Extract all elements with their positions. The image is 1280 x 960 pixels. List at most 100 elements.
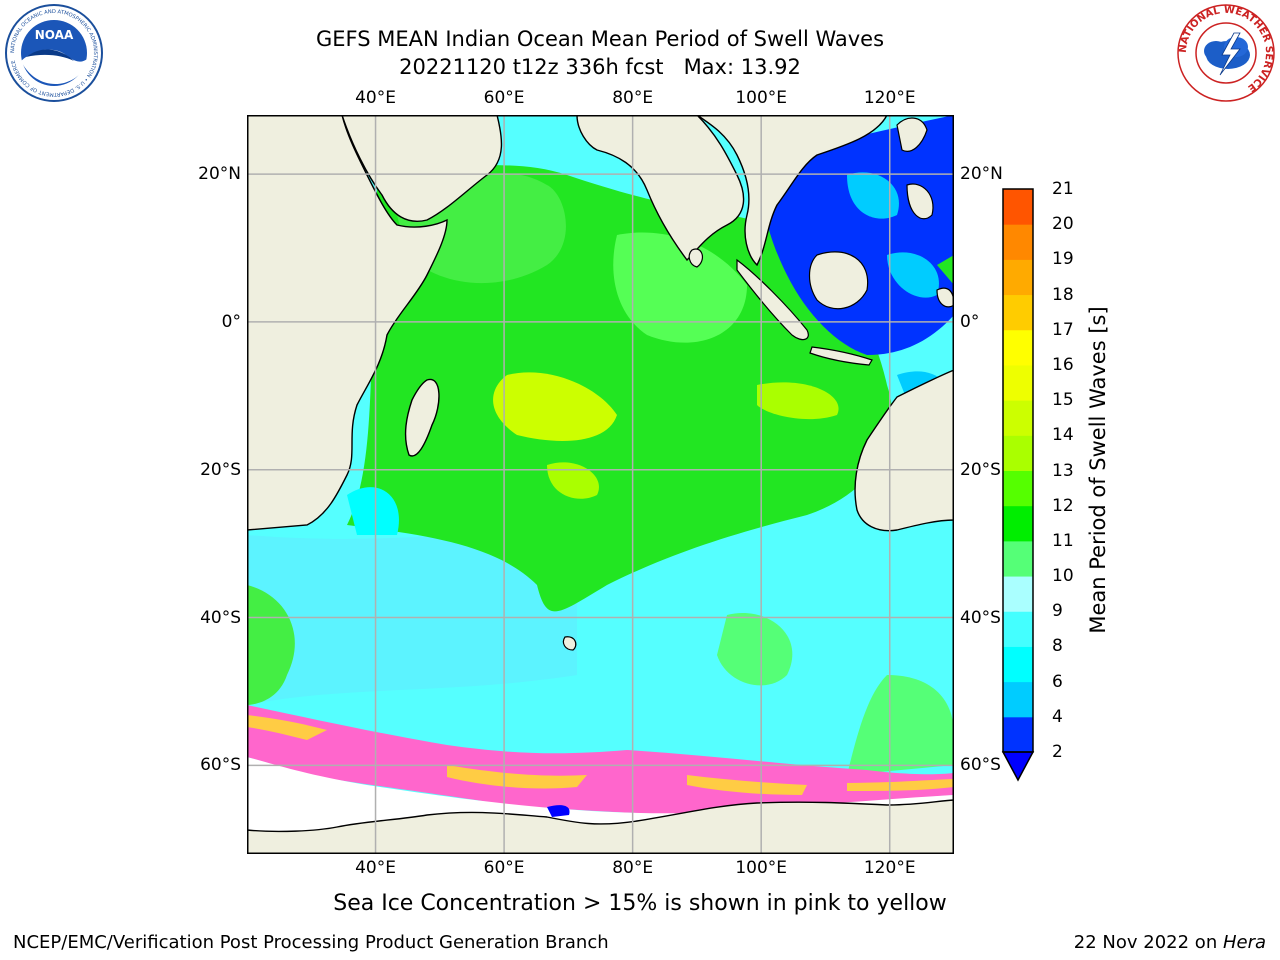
colorbar-segment [1003, 224, 1033, 260]
lon-tick-label: 60°E [483, 88, 525, 108]
colorbar-tick-label: 19 [1052, 249, 1074, 270]
map-gridlines [247, 115, 954, 854]
land-island [906, 183, 934, 220]
ocean-swell-region [347, 487, 399, 535]
lat-tick-label: 20°S [960, 459, 1001, 480]
colorbar-tick-label: 9 [1052, 601, 1063, 622]
colorbar-tick-label: 15 [1052, 390, 1074, 411]
sea-ice-margin [847, 779, 954, 791]
colorbar-tick-label: 12 [1052, 495, 1074, 516]
colorbar-segment [1003, 540, 1033, 577]
land-antarctica [247, 799, 954, 854]
colorbar-frame [1002, 188, 1034, 753]
land-sumatra [736, 258, 809, 341]
colorbar-tick-label: 16 [1052, 354, 1074, 375]
lat-tick-label: 60°S [200, 755, 241, 776]
colorbar-segment [1003, 681, 1033, 718]
lat-tick-label: 60°S [960, 755, 1001, 776]
colorbar-tick-label: 14 [1052, 425, 1074, 446]
colorbar-under-arrow [1001, 751, 1035, 782]
colorbar-tick-label: 21 [1052, 179, 1074, 199]
land-borneo [808, 251, 869, 310]
colorbar-segment [1003, 470, 1033, 507]
lon-tick-label: 80°E [612, 88, 654, 108]
colorbar-tick-label: 6 [1052, 671, 1063, 692]
colorbar-segment [1003, 189, 1033, 225]
lon-tick-label: 60°E [483, 858, 525, 878]
map-title: GEFS MEAN Indian Ocean Mean Period of Sw… [315, 27, 885, 51]
lon-tick-label: 120°E [863, 88, 916, 108]
colorbar-segment [1003, 364, 1033, 401]
sea-ice-feature [547, 805, 570, 817]
land-madagascar [404, 378, 440, 457]
map-panel [247, 115, 954, 854]
colorbar-label: Mean Period of Swell Waves [s] [1086, 306, 1110, 634]
lon-tick-label: 40°E [355, 858, 396, 878]
colorbar-tick-label: 11 [1052, 530, 1074, 551]
colorbar-segment [1003, 259, 1033, 296]
colorbar-segment [1003, 400, 1033, 436]
colorbar-tick-label: 20 [1052, 214, 1074, 235]
ocean-swell-region [887, 252, 939, 298]
land-island [936, 287, 954, 308]
colorbar-segment [1003, 646, 1033, 683]
lon-tick-label: 100°E [735, 858, 788, 878]
ocean-swell-region [937, 255, 954, 285]
ocean-swell-region [847, 172, 899, 219]
footer-date-text: 22 Nov 2022 on [1073, 932, 1223, 953]
map-frame [247, 115, 954, 854]
lon-tick-label: 40°E [355, 88, 396, 108]
ocean-swell-region [547, 462, 599, 499]
sea-ice-caption: Sea Ice Concentration > 15% is shown in … [333, 891, 947, 916]
sea-ice-margin [247, 715, 327, 740]
nws-logo: NATIONAL WEATHER SERVICE [1177, 4, 1275, 102]
ocean-swell-region [847, 675, 954, 775]
land-kerguelen [562, 636, 577, 651]
lat-tick-label: 20°N [198, 164, 241, 185]
land-arabia [341, 115, 503, 222]
lat-tick-label: 40°S [960, 607, 1001, 628]
lat-tick-label: 40°S [200, 607, 241, 628]
sea-ice-margin [687, 775, 807, 795]
colorbar-segment [1003, 576, 1033, 612]
footer-host: Hera [1222, 932, 1266, 953]
lon-tick-label: 100°E [735, 88, 788, 108]
footer-date: 22 Nov 2022 on Hera [1074, 932, 1266, 954]
colorbar-segment [1003, 294, 1033, 331]
colorbar-segment [1003, 716, 1033, 753]
ocean-swell-region [493, 372, 617, 441]
colorbar-tick-label: 13 [1052, 460, 1074, 481]
ocean-swell-region [613, 232, 747, 343]
colorbar-segment [1003, 505, 1033, 542]
lat-tick-label: 0° [221, 311, 241, 332]
footer-credit: NCEP/EMC/Verification Post Processing Pr… [13, 932, 609, 953]
colorbar-segment [1003, 611, 1033, 647]
colorbar-tick-label: 4 [1052, 706, 1063, 727]
lon-tick-label: 80°E [612, 858, 654, 878]
lat-tick-label: 20°S [200, 459, 241, 480]
colorbar-tick-label: 10 [1052, 566, 1074, 587]
svg-text:NOAA: NOAA [35, 28, 74, 42]
ocean-swell-region [763, 115, 954, 355]
colorbar-segment [1003, 435, 1033, 471]
colorbar-tick-label: 18 [1052, 284, 1074, 305]
ocean-swell-region [757, 382, 839, 420]
colorbar-tick-label: 17 [1052, 319, 1074, 340]
colorbar-tick-label: 2 [1052, 742, 1063, 762]
colorbar-segment [1003, 329, 1033, 366]
noaa-logo: NOAA NATIONAL OCEANIC AND ATMOSPHERIC AD… [5, 4, 103, 102]
lat-tick-label: 0° [960, 311, 980, 332]
colorbar-tick-labels: 2 4 6 8 9 10 11 12 13 14 15 16 17 18 19 20 21 [1052, 0, 1112, 960]
land-australia [854, 369, 954, 532]
ocean-swell-region [247, 585, 295, 705]
ocean-swell-region [247, 515, 577, 705]
land-java [809, 346, 873, 366]
colorbar [1001, 188, 1035, 782]
map-subtitle: 20221120 t12z 336h fcst Max: 13.92 [399, 55, 801, 79]
lat-tick-label: 20°N [960, 164, 1003, 185]
colorbar-tick-label: 8 [1052, 636, 1063, 657]
land-island [896, 117, 928, 152]
lon-tick-label: 120°E [863, 858, 916, 878]
sea-ice-margin [447, 765, 587, 789]
land-india [576, 115, 745, 262]
